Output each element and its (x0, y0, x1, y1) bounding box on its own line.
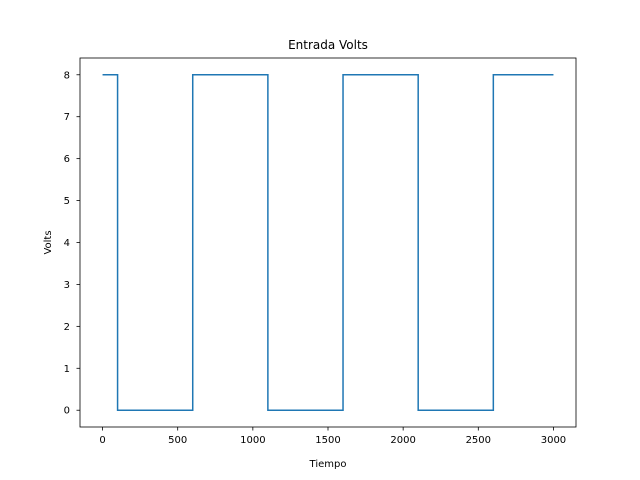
y-axis: 0 1 2 3 4 5 6 7 8 (64, 70, 80, 417)
x-axis: 0 500 1000 1500 2000 2500 3000 (99, 427, 566, 446)
series-line-0 (102, 74, 554, 411)
y-tick-label: 3 (64, 280, 70, 291)
x-tick-label: 2500 (466, 435, 491, 446)
x-axis-label: Tiempo (309, 459, 347, 470)
y-tick-label: 2 (64, 322, 70, 333)
x-tick-label: 1500 (315, 435, 340, 446)
y-tick-label: 5 (64, 196, 70, 207)
y-tick-label: 4 (64, 238, 70, 249)
x-tick-label: 2000 (390, 435, 415, 446)
x-tick-label: 500 (168, 435, 187, 446)
y-tick-label: 0 (64, 406, 70, 417)
y-tick-label: 7 (64, 112, 70, 123)
chart-title: Entrada Volts (288, 38, 368, 52)
y-tick-label: 1 (64, 364, 70, 375)
y-tick-label: 6 (64, 154, 70, 165)
y-tick-label: 8 (64, 70, 70, 81)
plot-area (102, 74, 554, 411)
x-tick-label: 3000 (541, 435, 566, 446)
x-tick-label: 0 (99, 435, 105, 446)
y-axis-label: Volts (43, 230, 54, 254)
x-tick-label: 1000 (240, 435, 265, 446)
